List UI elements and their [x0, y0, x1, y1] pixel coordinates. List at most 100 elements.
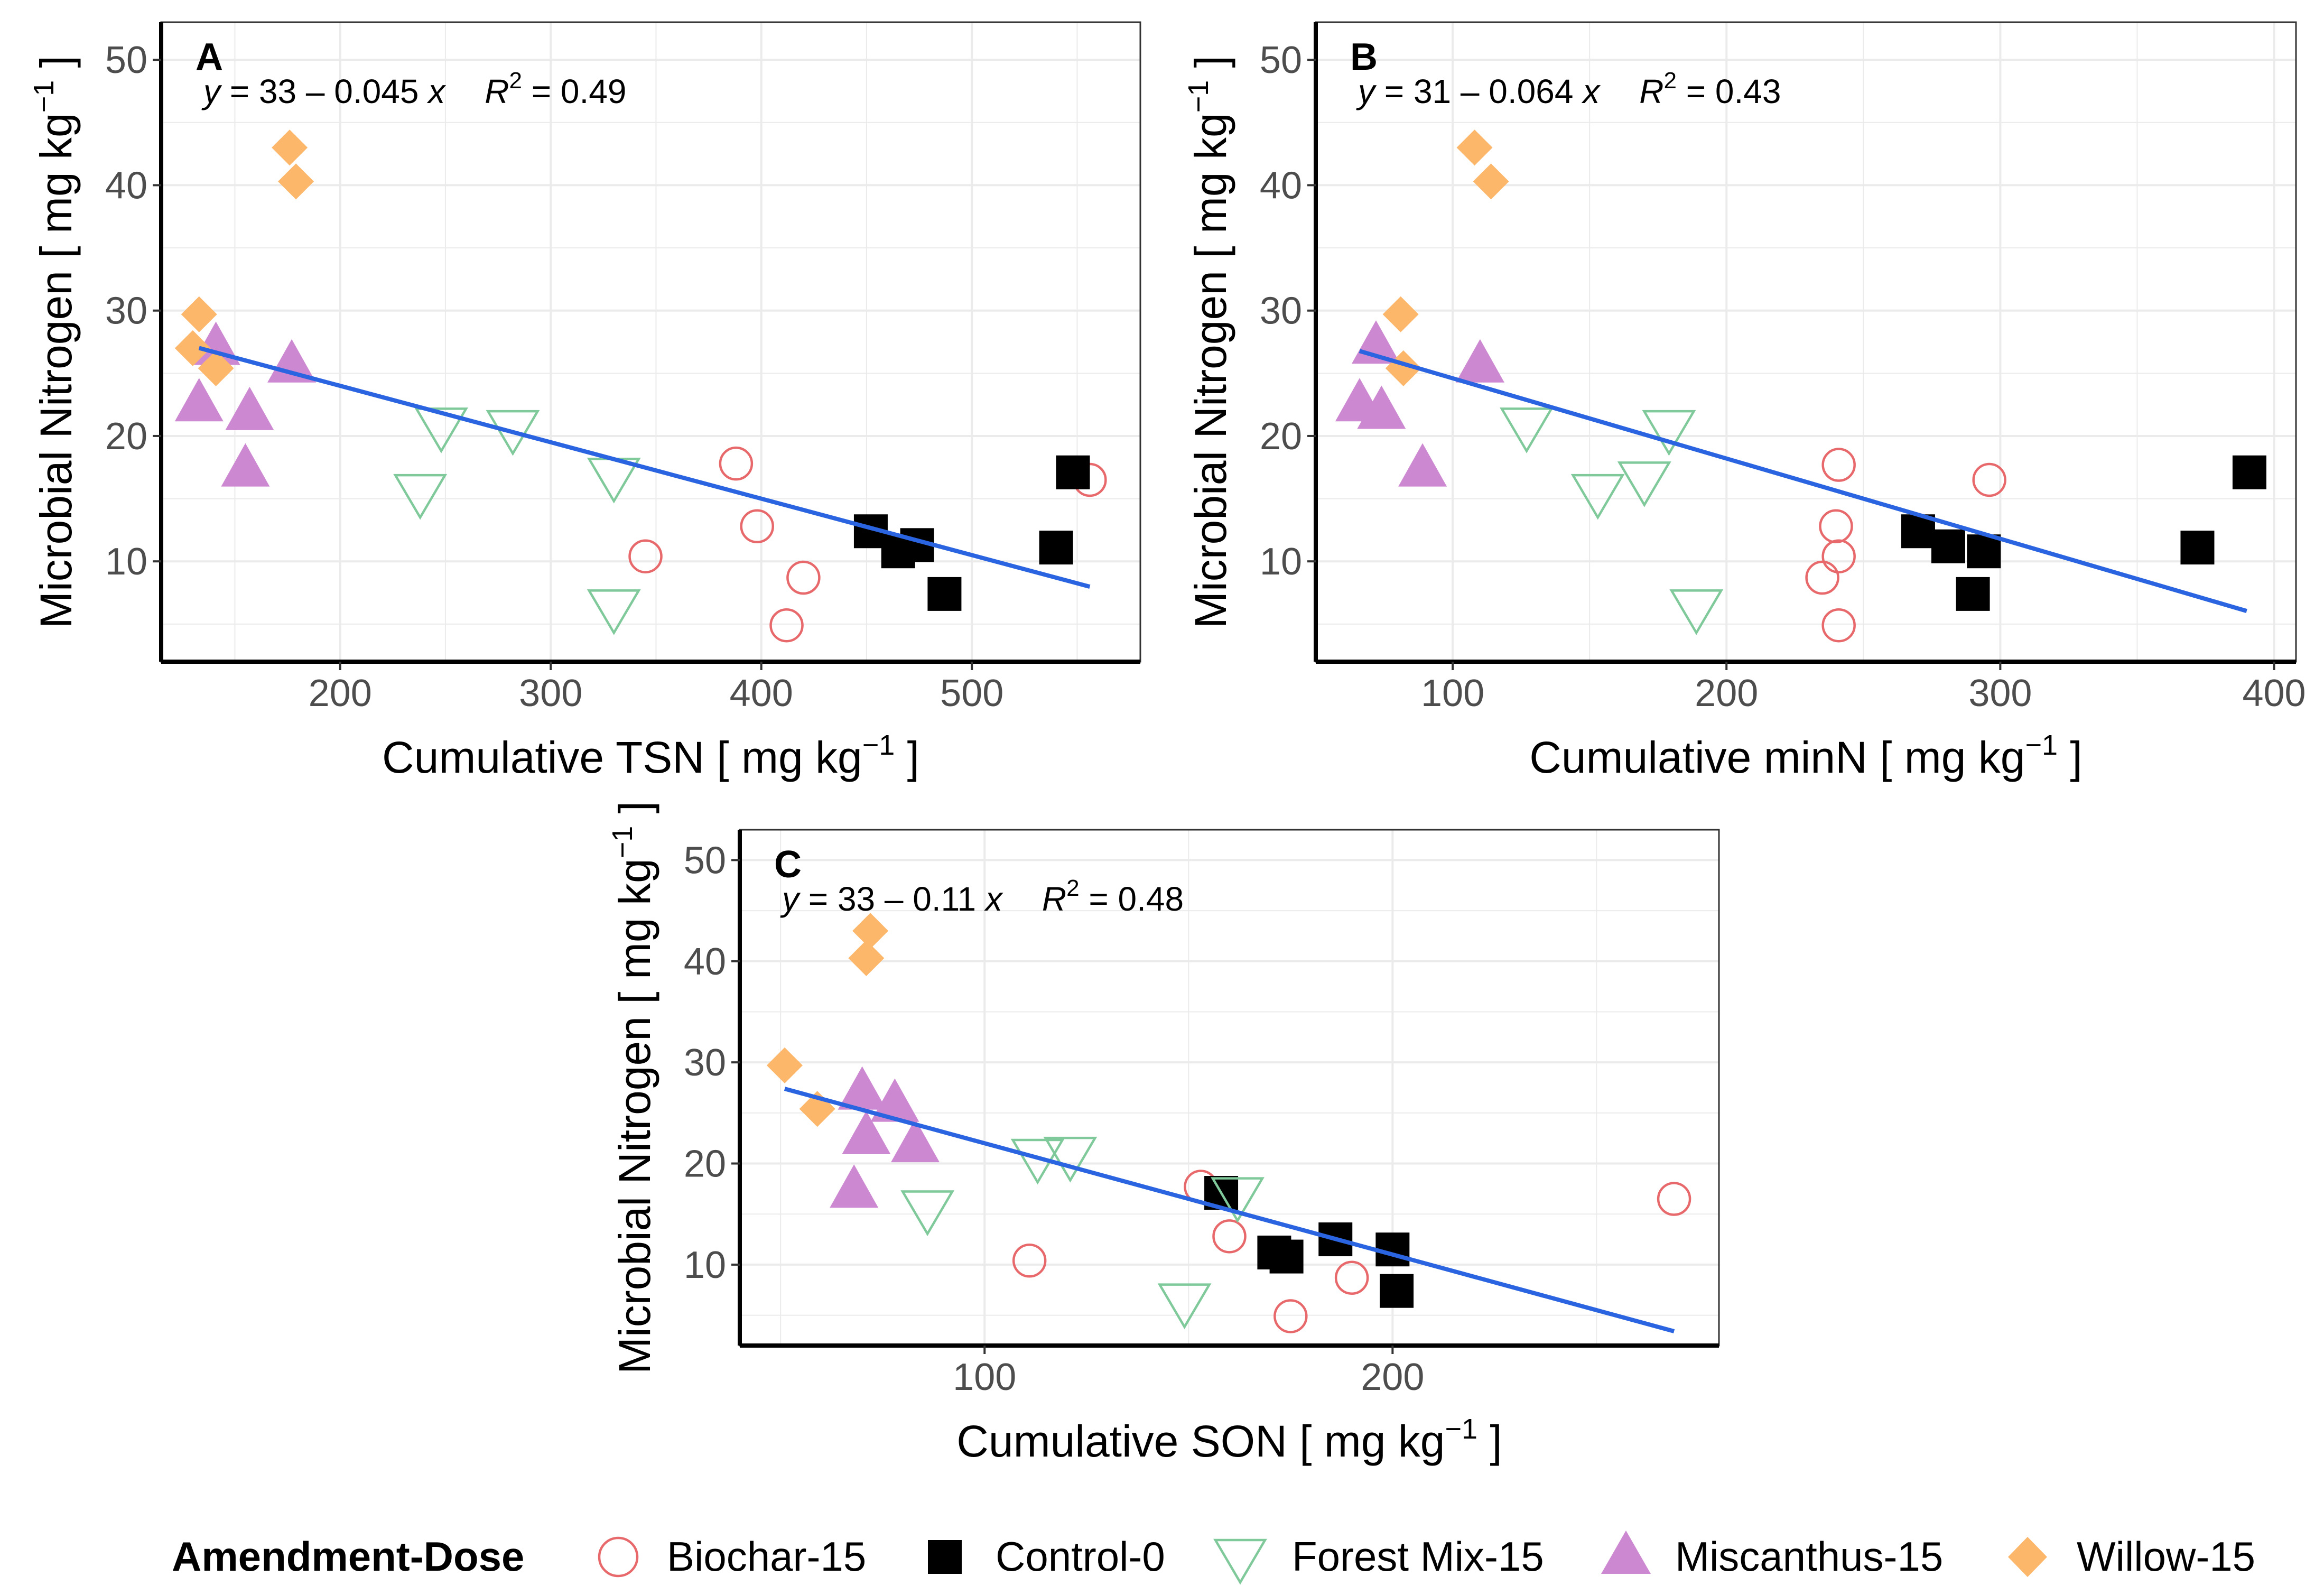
eq-y: y — [201, 72, 222, 110]
point-control-0 — [1931, 529, 1965, 563]
y-tick-label: 10 — [684, 1244, 726, 1286]
y-tick-label: 50 — [684, 839, 726, 882]
point-willow-15 — [174, 330, 211, 366]
panel-b: 100 200 300 400 10 20 30 40 50 Cumulative minN [ … — [1183, 21, 2306, 782]
point-forest-mix-15 — [1570, 474, 1625, 520]
eq-r2: = 0.43 — [1677, 72, 1781, 110]
point-control-0 — [1056, 455, 1090, 489]
point-miscanthus-15 — [174, 378, 224, 422]
plot-area — [1316, 22, 2296, 662]
y-axis-title-exponent: −1 — [1183, 80, 1214, 113]
y-tick-label: 30 — [684, 1042, 726, 1084]
x-axis-title-exponent: −1 — [862, 729, 895, 761]
eq-x: x — [426, 72, 446, 110]
point-forest-mix-15 — [1500, 407, 1554, 453]
point-miscanthus-15 — [221, 443, 270, 487]
y-axis-title: Microbial Nitrogen [ mg kg−1 ] — [28, 55, 81, 628]
point-biochar-15 — [1273, 1299, 1308, 1333]
point-willow-15 — [198, 350, 234, 386]
eq-r-exponent: 2 — [1663, 68, 1676, 94]
x-axis-title: Cumulative minN [ mg kg−1 ] — [1529, 729, 2083, 782]
point-biochar-15 — [1821, 608, 1856, 643]
legend-entry-forest-mix: Forest Mix-15 — [1213, 1533, 1544, 1585]
fit-line — [1359, 349, 2247, 613]
x-tick-label: 500 — [940, 672, 1003, 715]
y-axis-title: Microbial Nitrogen [ mg kg−1 ] — [1183, 55, 1235, 628]
x-tick-label: 200 — [309, 672, 372, 715]
point-biochar-15 — [1012, 1243, 1047, 1278]
plot-area — [740, 830, 1719, 1346]
point-miscanthus-15 — [1455, 339, 1504, 383]
y-tick-label: 30 — [1260, 290, 1302, 332]
x-tick-label: 100 — [1421, 672, 1484, 715]
point-willow-15 — [848, 940, 885, 977]
legend-title: Amendment-Dose — [172, 1533, 524, 1580]
legend-key-control — [928, 1540, 962, 1574]
point-forest-mix-15 — [414, 407, 468, 453]
legend-entry-willow: Willow-15 — [2008, 1533, 2255, 1580]
point-forest-mix-15 — [393, 474, 448, 520]
point-biochar-15 — [719, 446, 754, 481]
eq-r: R — [1639, 72, 1663, 110]
point-forest-mix-15 — [1043, 1136, 1098, 1183]
legend-entry-biochar: Biochar-15 — [598, 1533, 866, 1580]
eq-x: x — [1581, 72, 1601, 110]
point-biochar-15 — [1334, 1260, 1369, 1295]
eq-y: y — [1356, 72, 1377, 110]
y-tick-label: 50 — [1260, 39, 1302, 81]
legend-key-forest-mix — [1213, 1538, 1267, 1585]
point-miscanthus-15 — [842, 1110, 891, 1154]
x-axis-title-exponent: −1 — [2025, 729, 2058, 761]
point-biochar-15 — [1821, 448, 1856, 482]
y-tick-label: 40 — [684, 941, 726, 983]
x-axis-title: Cumulative TSN [ mg kg−1 ] — [382, 729, 919, 782]
panel-c: 100 200 10 20 30 40 50 Cumulative SON [ mg kg−1… — [607, 801, 1720, 1466]
plot-area — [161, 22, 1140, 662]
y-axis-title-exponent: −1 — [607, 826, 638, 859]
legend: Amendment-Dose Biochar-15 Control-0 Fore… — [172, 1531, 2255, 1585]
point-forest-mix-15 — [486, 410, 540, 456]
panel-tag: A — [196, 36, 223, 78]
eq-r: R — [1042, 880, 1066, 918]
point-miscanthus-15 — [838, 1066, 887, 1110]
y-tick-label: 10 — [105, 541, 147, 583]
point-miscanthus-15 — [890, 1119, 940, 1163]
x-tick-label: 300 — [519, 672, 582, 715]
point-biochar-15 — [1972, 462, 2006, 497]
eq-r2: = 0.49 — [522, 72, 627, 110]
fit-line — [784, 1087, 1675, 1333]
x-tick-label: 200 — [1361, 1356, 1424, 1398]
point-biochar-15 — [1657, 1182, 1691, 1216]
fit-line — [198, 346, 1091, 589]
x-axis-title-exponent: −1 — [1445, 1413, 1478, 1445]
eq-rhs: = 31 – 0.064 — [1375, 72, 1583, 110]
point-control-0 — [1967, 534, 2001, 569]
x-axis-title-bracket: ] — [1477, 1416, 1502, 1466]
eq-r-exponent: 2 — [509, 68, 522, 94]
y-axis-title: Microbial Nitrogen [ mg kg−1 ] — [607, 801, 659, 1374]
point-biochar-15 — [628, 539, 663, 573]
point-biochar-15 — [1805, 560, 1839, 595]
legend-label-forest-mix: Forest Mix-15 — [1292, 1533, 1544, 1580]
point-biochar-15 — [1821, 539, 1856, 573]
regression-equation: y = 31 – 0.064 x R2 = 0.43 — [1356, 68, 1781, 110]
point-biochar-15 — [769, 608, 804, 643]
point-control-0 — [2180, 531, 2215, 565]
point-control-0 — [2232, 455, 2266, 489]
legend-label-willow: Willow-15 — [2077, 1533, 2255, 1580]
point-forest-mix-15 — [1617, 461, 1671, 507]
legend-label-biochar: Biochar-15 — [667, 1533, 866, 1580]
legend-label-control: Control-0 — [996, 1533, 1165, 1580]
x-axis-title: Cumulative SON [ mg kg−1 ] — [956, 1413, 1502, 1466]
eq-x: x — [984, 880, 1003, 918]
point-forest-mix-15 — [1157, 1283, 1212, 1330]
point-willow-15 — [1473, 163, 1509, 200]
eq-r2: = 0.48 — [1080, 880, 1184, 918]
y-tick-label: 10 — [1260, 541, 1302, 583]
y-tick-label: 50 — [105, 39, 147, 81]
panel-tag: B — [1350, 36, 1378, 78]
point-biochar-15 — [1212, 1219, 1247, 1254]
legend-key-biochar — [598, 1536, 639, 1578]
point-control-0 — [1380, 1274, 1414, 1308]
